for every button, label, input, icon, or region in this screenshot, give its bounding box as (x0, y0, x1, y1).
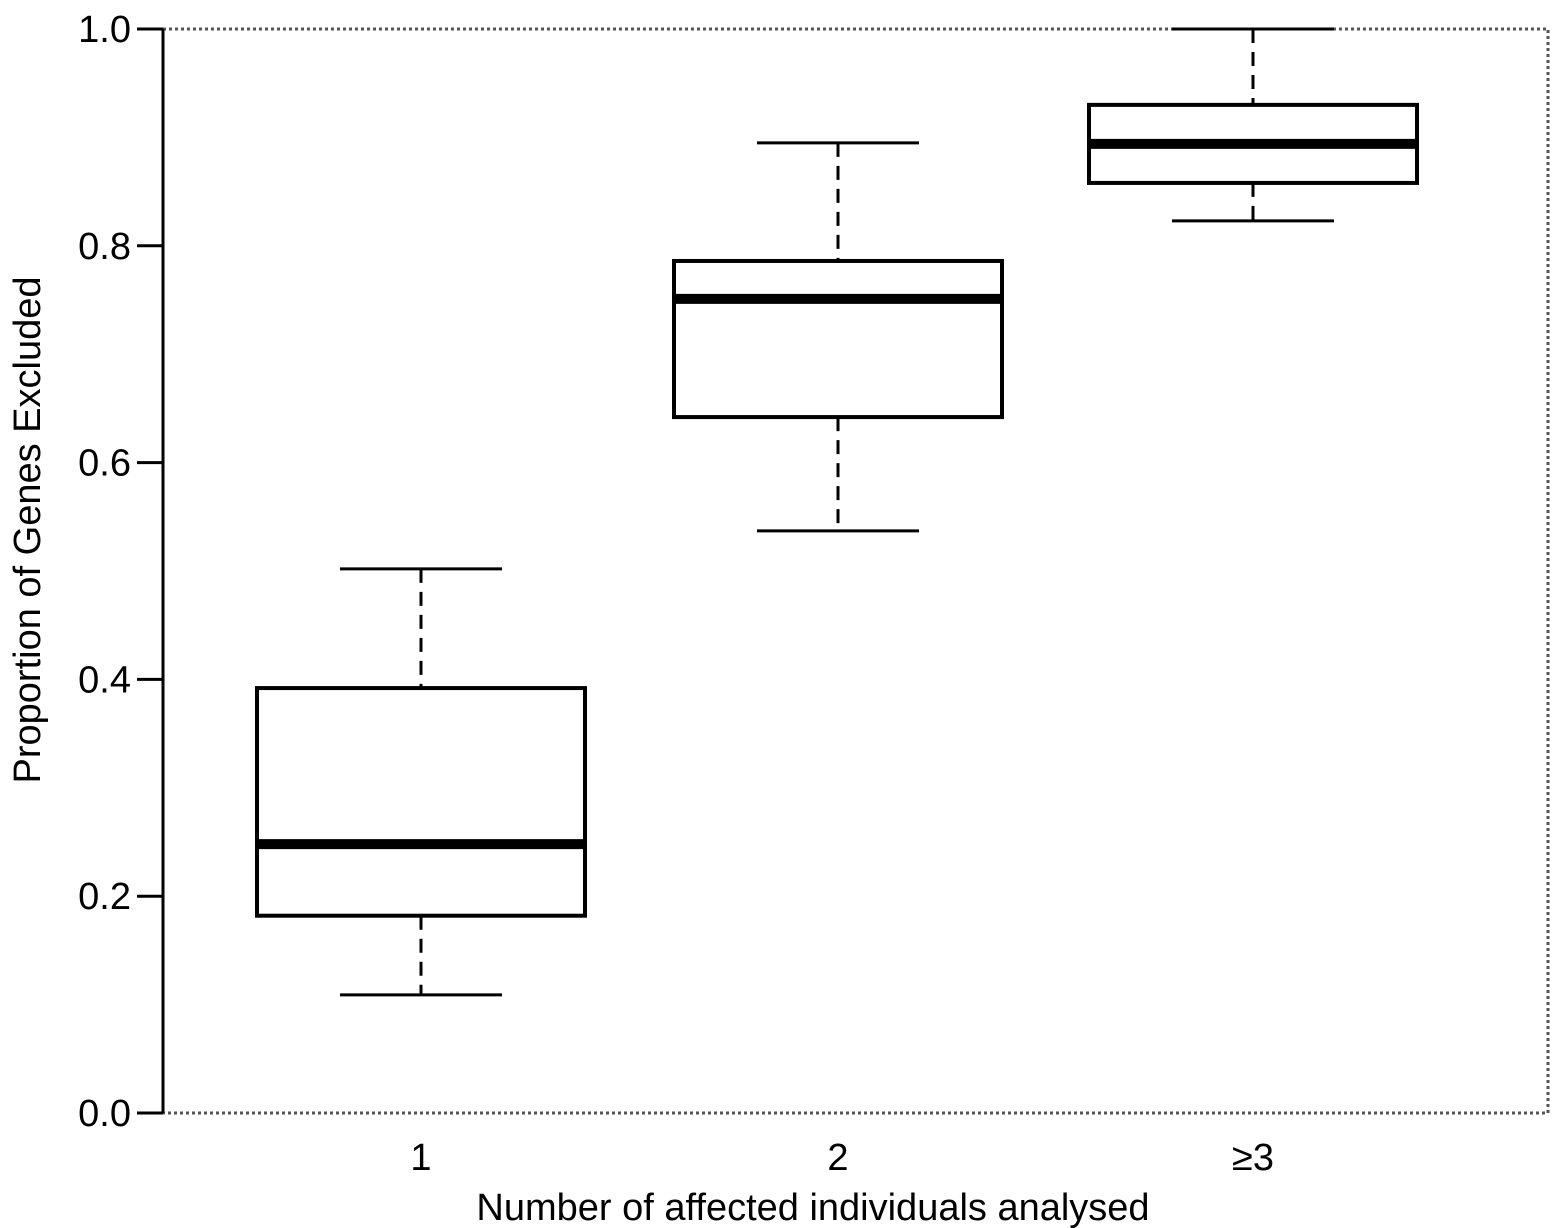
box-series (255, 27, 1419, 997)
y-tick-label: 0.0 (78, 1093, 131, 1135)
interquartile-box (255, 686, 587, 918)
y-tick-label: 0.4 (78, 659, 131, 701)
box-group (1087, 27, 1419, 223)
y-axis-title: Proportion of Genes Excluded (7, 277, 49, 784)
box-group (672, 141, 1004, 533)
x-tick-label: 2 (827, 1137, 848, 1179)
y-tick-label: 0.6 (78, 443, 131, 485)
x-tick-label: ≥3 (1232, 1137, 1274, 1179)
y-axis-ticks: 0.0 0.2 0.4 0.6 0.8 1.0 (78, 9, 163, 1135)
y-tick-label: 0.2 (78, 876, 131, 918)
x-axis-ticks: 1 2 ≥3 (410, 1137, 1274, 1179)
plot-frame (161, 27, 1550, 1115)
box-group (255, 567, 587, 997)
y-tick-label: 0.8 (78, 226, 131, 268)
y-tick-label: 1.0 (78, 9, 131, 51)
x-tick-label: 1 (410, 1137, 431, 1179)
x-axis-title: Number of affected individuals analysed (476, 1187, 1149, 1228)
interquartile-box (672, 258, 1004, 420)
